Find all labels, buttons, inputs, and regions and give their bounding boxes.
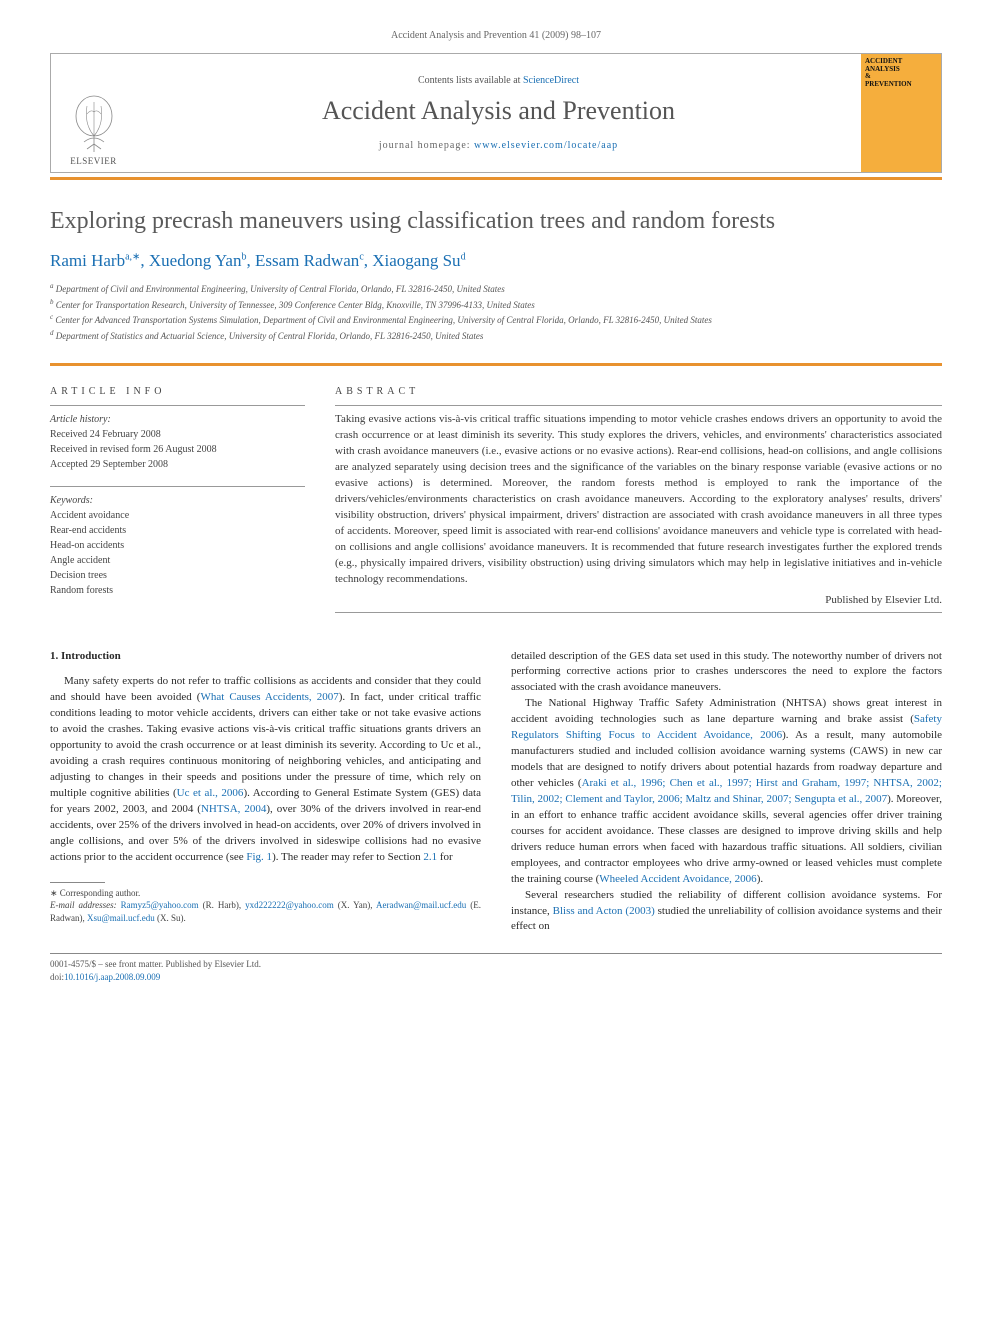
author-3[interactable]: Essam Radwan (255, 251, 359, 270)
doi-link[interactable]: 10.1016/j.aap.2008.09.009 (64, 972, 160, 982)
email-2[interactable]: yxd222222@yahoo.com (245, 900, 334, 910)
author-3-sup: c (359, 252, 363, 263)
contents-prefix: Contents lists available at (418, 75, 523, 86)
abstract-end-divider (335, 612, 942, 613)
affiliation-b: Center for Transportation Research, Univ… (56, 300, 535, 310)
abstract-text: Taking evasive actions vis-à-vis critica… (335, 412, 942, 587)
abstract-divider (335, 405, 942, 406)
journal-name: Accident Analysis and Prevention (322, 96, 675, 126)
affiliation-d: Department of Statistics and Actuarial S… (56, 331, 484, 341)
elsevier-logo: ELSEVIER (51, 54, 136, 172)
history-label: Article history: (50, 412, 305, 427)
email-1[interactable]: Ramyz5@yahoo.com (121, 900, 199, 910)
author-2-sup: b (241, 252, 246, 263)
orange-divider-bottom (50, 363, 942, 366)
ref-link-uc[interactable]: Uc et al., 2006 (177, 787, 244, 799)
keyword-3: Head-on accidents (50, 538, 305, 553)
intro-para-1: Many safety experts do not refer to traf… (50, 674, 481, 865)
homepage-prefix: journal homepage: (379, 140, 474, 151)
cover-text4: PREVENTION (865, 81, 937, 89)
keyword-2: Rear-end accidents (50, 523, 305, 538)
article-info-label: ARTICLE INFO (50, 386, 305, 397)
body-column-left: 1. Introduction Many safety experts do n… (50, 649, 481, 936)
author-1[interactable]: Rami Harb (50, 251, 125, 270)
journal-center: Contents lists available at ScienceDirec… (136, 54, 861, 172)
author-4[interactable]: Xiaogang Su (372, 251, 460, 270)
fig-link-1[interactable]: Fig. 1 (246, 851, 272, 863)
intro-heading: 1. Introduction (50, 649, 481, 665)
bottom-divider (50, 953, 942, 954)
homepage-link[interactable]: www.elsevier.com/locate/aap (474, 140, 618, 151)
citation-header: Accident Analysis and Prevention 41 (200… (50, 30, 942, 41)
cover-text2: ANALYSIS (865, 66, 937, 74)
orange-divider-top (50, 177, 942, 180)
history-revised: Received in revised form 26 August 2008 (50, 442, 305, 457)
intro-para-4: Several researchers studied the reliabil… (511, 888, 942, 936)
meta-abstract-row: ARTICLE INFO Article history: Received 2… (50, 386, 942, 618)
sciencedirect-link[interactable]: ScienceDirect (523, 75, 579, 86)
section-link-21[interactable]: 2.1 (423, 851, 437, 863)
email-4[interactable]: Xsu@mail.ucf.edu (87, 913, 155, 923)
affiliation-a: Department of Civil and Environmental En… (56, 284, 505, 294)
keyword-4: Angle accident (50, 553, 305, 568)
publisher-line: Published by Elsevier Ltd. (335, 594, 942, 606)
keyword-6: Random forests (50, 583, 305, 598)
author-1-sup: a,∗ (125, 252, 140, 263)
authors-line: Rami Harba,∗, Xuedong Yanb, Essam Radwan… (50, 251, 942, 271)
article-info-divider (50, 405, 305, 406)
history-accepted: Accepted 29 September 2008 (50, 457, 305, 472)
affiliations: a Department of Civil and Environmental … (50, 281, 942, 343)
elsevier-label: ELSEVIER (70, 156, 117, 166)
abstract-column: ABSTRACT Taking evasive actions vis-à-vi… (335, 386, 942, 618)
ref-link-nhtsa[interactable]: NHTSA, 2004 (201, 803, 266, 815)
journal-cover-thumbnail: ACCIDENT ANALYSIS & PREVENTION (861, 54, 941, 172)
history-received: Received 24 February 2008 (50, 427, 305, 442)
front-matter-line: 0001-4575/$ – see front matter. Publishe… (50, 958, 942, 971)
abstract-label: ABSTRACT (335, 386, 942, 397)
ref-link-what-causes[interactable]: What Causes Accidents, 2007 (200, 691, 338, 703)
keyword-5: Decision trees (50, 568, 305, 583)
article-title: Exploring precrash maneuvers using class… (50, 206, 942, 237)
footnotes: ∗ Corresponding author. E-mail addresses… (50, 887, 481, 925)
elsevier-tree-icon (69, 94, 119, 154)
article-history: Article history: Received 24 February 20… (50, 412, 305, 472)
contents-line: Contents lists available at ScienceDirec… (418, 75, 579, 86)
keywords-label: Keywords: (50, 493, 305, 508)
article-info-column: ARTICLE INFO Article history: Received 2… (50, 386, 305, 618)
bottom-info: 0001-4575/$ – see front matter. Publishe… (50, 958, 942, 983)
journal-header-box: ELSEVIER Contents lists available at Sci… (50, 53, 942, 173)
intro-para-2: detailed description of the GES data set… (511, 649, 942, 697)
email-3[interactable]: Aeradwan@mail.ucf.edu (376, 900, 466, 910)
keyword-1: Accident avoidance (50, 508, 305, 523)
author-4-sup: d (461, 252, 466, 263)
ref-link-wheeled[interactable]: Wheeled Accident Avoidance, 2006 (599, 873, 756, 885)
homepage-line: journal homepage: www.elsevier.com/locat… (379, 140, 618, 151)
footnote-divider (50, 882, 105, 883)
affiliation-c: Center for Advanced Transportation Syste… (55, 315, 712, 325)
intro-para-3: The National Highway Traffic Safety Admi… (511, 696, 942, 887)
body-columns: 1. Introduction Many safety experts do n… (50, 649, 942, 936)
email-addresses: E-mail addresses: Ramyz5@yahoo.com (R. H… (50, 899, 481, 924)
keywords-divider (50, 486, 305, 487)
author-2[interactable]: Xuedong Yan (149, 251, 242, 270)
body-column-right: detailed description of the GES data set… (511, 649, 942, 936)
doi-prefix: doi: (50, 972, 64, 982)
corresponding-author: ∗ Corresponding author. (50, 887, 481, 900)
keywords-block: Keywords: Accident avoidance Rear-end ac… (50, 493, 305, 598)
ref-link-bliss[interactable]: Bliss and Acton (2003) (553, 905, 655, 917)
